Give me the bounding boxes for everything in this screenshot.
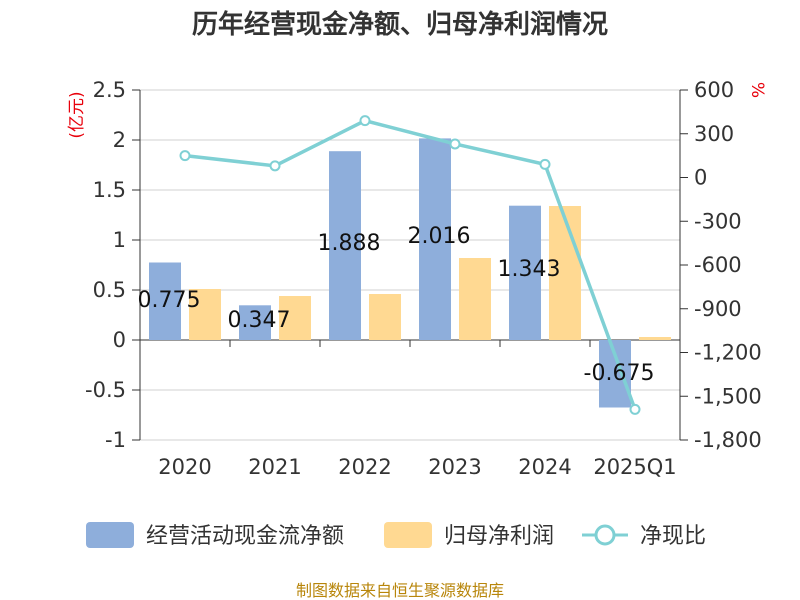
left-tick-label: 2.5 bbox=[93, 78, 126, 102]
left-tick-label: 2 bbox=[113, 128, 126, 152]
chart-title: 历年经营现金净额、归母净利润情况 bbox=[192, 9, 608, 40]
legend-swatch-cashflow bbox=[86, 522, 134, 548]
left-tick-label: 0.5 bbox=[93, 278, 126, 302]
right-tick-label: 600 bbox=[694, 78, 734, 102]
ratio-point bbox=[449, 138, 461, 150]
bar-profit bbox=[459, 258, 491, 340]
ratio-point bbox=[269, 160, 281, 172]
x-axis: 2020 2021 2022 2023 2024 2025Q1 bbox=[139, 339, 681, 479]
data-label-cashflow: 2.016 bbox=[408, 224, 471, 249]
legend: 经营活动现金流净额 归母净利润 净现比 bbox=[86, 522, 706, 549]
source-note: 制图数据来自恒生聚源数据库 bbox=[296, 581, 504, 600]
data-label-cashflow: 1.343 bbox=[498, 257, 561, 282]
right-tick-label: -1,800 bbox=[694, 428, 762, 452]
legend-marker-ratio bbox=[594, 524, 616, 546]
left-axis: 2.5 2 1.5 1 0.5 0 -0.5 -1 bbox=[85, 78, 141, 452]
left-tick-label: -0.5 bbox=[85, 378, 126, 402]
right-tick-label: -1,200 bbox=[694, 341, 762, 365]
x-tick-label: 2023 bbox=[428, 455, 481, 479]
data-label-cashflow: 0.775 bbox=[138, 288, 201, 313]
ratio-point bbox=[629, 403, 641, 415]
right-tick-label: 0 bbox=[694, 166, 707, 190]
right-axis: 600 300 0 -300 -600 -900 -1,200 -1,500 -1,800 bbox=[679, 78, 762, 452]
data-label-cashflow: -0.675 bbox=[584, 361, 655, 386]
left-tick-label: 1.5 bbox=[93, 178, 126, 202]
left-tick-label: 0 bbox=[113, 328, 126, 352]
left-tick-label: -1 bbox=[105, 428, 126, 452]
left-axis-unit: (亿元) bbox=[67, 91, 87, 138]
x-tick-label: 2021 bbox=[248, 455, 301, 479]
x-tick-label: 2025Q1 bbox=[593, 455, 676, 479]
bar-profit bbox=[549, 206, 581, 340]
ratio-point bbox=[359, 115, 371, 127]
bar-profit bbox=[369, 294, 401, 340]
right-tick-label: -900 bbox=[694, 297, 742, 321]
x-tick-label: 2020 bbox=[158, 455, 211, 479]
legend-label-profit: 归母净利润 bbox=[444, 524, 554, 549]
right-tick-label: -300 bbox=[694, 209, 742, 233]
right-axis-unit: % bbox=[747, 82, 767, 98]
bar-cashflow bbox=[149, 262, 181, 340]
bar-profit bbox=[279, 296, 311, 340]
left-tick-label: 1 bbox=[113, 228, 126, 252]
legend-swatch-profit bbox=[384, 522, 432, 548]
x-tick-label: 2024 bbox=[518, 455, 571, 479]
ratio-line bbox=[179, 115, 641, 415]
bar-cashflow bbox=[509, 205, 541, 340]
right-tick-label: -1,500 bbox=[694, 384, 762, 408]
data-labels: 0.775 0.347 1.888 2.016 1.343 -0.675 bbox=[138, 224, 655, 386]
ratio-point bbox=[539, 158, 551, 170]
ratio-point bbox=[179, 150, 191, 162]
bar-cashflow bbox=[419, 138, 451, 340]
right-tick-label: -600 bbox=[694, 253, 742, 277]
x-tick-label: 2022 bbox=[338, 455, 391, 479]
bar-cashflow bbox=[239, 305, 271, 340]
legend-label-cashflow: 经营活动现金流净额 bbox=[146, 524, 344, 549]
bar-profit bbox=[639, 337, 671, 340]
right-tick-label: 300 bbox=[694, 122, 734, 146]
data-label-cashflow: 1.888 bbox=[318, 231, 381, 256]
legend-label-ratio: 净现比 bbox=[640, 524, 706, 549]
ratio-polyline bbox=[184, 118, 637, 410]
bar-cashflow bbox=[329, 151, 361, 340]
data-label-cashflow: 0.347 bbox=[228, 308, 291, 333]
bar-profit bbox=[189, 289, 221, 340]
